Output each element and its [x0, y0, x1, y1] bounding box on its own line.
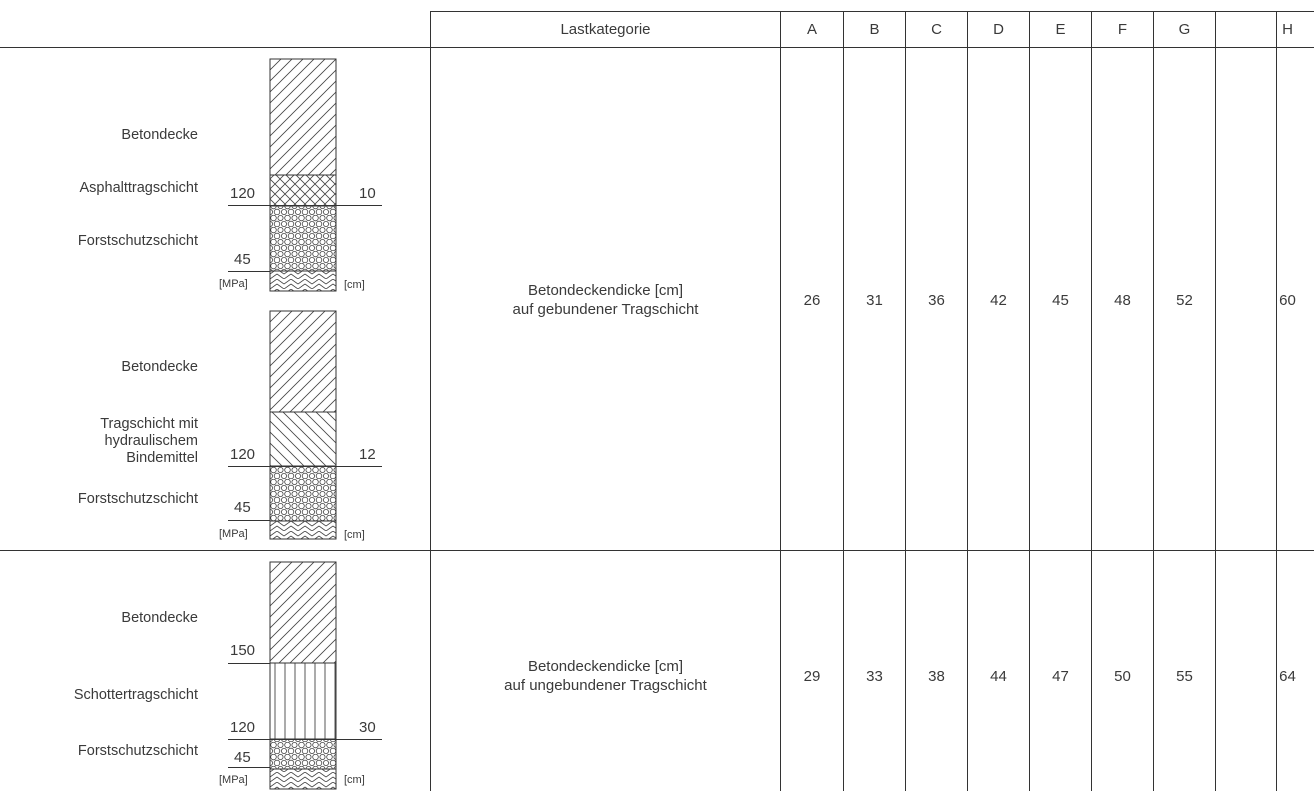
table-vline — [905, 11, 906, 791]
table-vline — [780, 11, 781, 791]
value-120: 120 — [230, 185, 256, 202]
frost-layer — [269, 205, 337, 272]
row2-value-h: 64 — [1279, 668, 1296, 685]
row1-value-h: 60 — [1279, 292, 1296, 309]
subgrade-layer — [269, 768, 337, 790]
row2-description-line2: auf ungebundener Tragschicht — [504, 677, 707, 694]
header-category-f: F — [1117, 21, 1128, 38]
row2-value-e: 47 — [1052, 668, 1069, 685]
row2-value-f: 50 — [1114, 668, 1131, 685]
table-vline — [1215, 11, 1216, 791]
header-category-b: B — [869, 21, 880, 38]
row1-value-g: 52 — [1176, 292, 1193, 309]
header-category-h: H — [1282, 21, 1293, 38]
label-bindemittel: Bindemittel — [126, 450, 198, 466]
header-category-c: C — [931, 21, 942, 38]
label-betondecke: Betondecke — [121, 127, 198, 143]
label-asphalttragschicht: Asphalttragschicht — [79, 180, 198, 196]
value-45: 45 — [234, 749, 251, 766]
label-betondecke: Betondecke — [121, 359, 198, 375]
table-vline — [967, 11, 968, 791]
subgrade-line — [228, 520, 270, 521]
value-45: 45 — [234, 499, 251, 516]
subgrade-layer — [269, 270, 337, 292]
row2-value-g: 55 — [1176, 668, 1193, 685]
value-30: 30 — [359, 719, 376, 736]
label-hydraulischem: hydraulischem — [104, 433, 199, 449]
subgrade-layer — [269, 520, 337, 540]
table-vline — [1153, 11, 1154, 791]
value-120: 120 — [230, 446, 256, 463]
concrete-layer — [269, 310, 337, 413]
layer-column-1 — [269, 58, 337, 292]
value-12: 12 — [359, 446, 376, 463]
gravel-base-layer — [269, 662, 337, 740]
header-lastkategorie: Lastkategorie — [560, 21, 651, 38]
table-vline — [430, 11, 431, 791]
interface-line — [228, 205, 382, 206]
unit-cm: [cm] — [344, 529, 365, 541]
header-category-g: G — [1178, 21, 1191, 38]
table-vline — [1276, 11, 1277, 791]
unit-mpa: [MPa] — [219, 278, 248, 290]
value-120: 120 — [230, 719, 256, 736]
interface-line-lower — [228, 739, 382, 740]
layer-column-3 — [269, 561, 337, 790]
table-header-bottom-line — [0, 47, 1314, 48]
concrete-layer — [269, 58, 337, 176]
header-category-d: D — [993, 21, 1004, 38]
header-category-e: E — [1055, 21, 1066, 38]
row1-description-line1: Betondeckendicke [cm] — [527, 282, 684, 299]
frost-layer — [269, 465, 337, 522]
label-schottertragschicht: Schottertragschicht — [73, 687, 198, 703]
row2-description: Betondeckendicke [cm] auf ungebundener T… — [431, 657, 780, 695]
row2-value-b: 33 — [866, 668, 883, 685]
row1-value-b: 31 — [866, 292, 883, 309]
table-vline — [1029, 11, 1030, 791]
value-150: 150 — [230, 642, 256, 659]
label-forstschutzschicht: Forstschutzschicht — [77, 233, 198, 249]
row1-value-d: 42 — [990, 292, 1007, 309]
row1-value-c: 36 — [928, 292, 945, 309]
subgrade-line — [228, 767, 270, 768]
interface-line — [228, 466, 382, 467]
row2-value-d: 44 — [990, 668, 1007, 685]
label-forstschutzschicht: Forstschutzschicht — [77, 491, 198, 507]
hydraulic-layer — [269, 411, 337, 467]
row1-value-f: 48 — [1114, 292, 1131, 309]
unit-mpa: [MPa] — [219, 528, 248, 540]
unit-mpa: [MPa] — [219, 774, 248, 786]
concrete-layer — [269, 561, 337, 664]
row2-description-line1: Betondeckendicke [cm] — [527, 658, 684, 675]
table-vline — [1091, 11, 1092, 791]
value-10: 10 — [359, 185, 376, 202]
row1-value-e: 45 — [1052, 292, 1069, 309]
frost-layer — [269, 738, 337, 770]
asphalt-layer — [269, 174, 337, 207]
label-betondecke: Betondecke — [121, 610, 198, 626]
unit-cm: [cm] — [344, 279, 365, 291]
table-vline — [843, 11, 844, 791]
subgrade-line — [228, 271, 270, 272]
label-forstschutzschicht: Forstschutzschicht — [77, 743, 198, 759]
value-45: 45 — [234, 251, 251, 268]
label-tragschicht-mit: Tragschicht mit — [100, 416, 198, 432]
row1-value-a: 26 — [803, 292, 821, 309]
row2-value-c: 38 — [928, 668, 945, 685]
row2-value-a: 29 — [803, 668, 821, 685]
table-row-divider — [0, 550, 1314, 551]
row1-description: Betondeckendicke [cm] auf gebundener Tra… — [431, 281, 780, 319]
row1-description-line2: auf gebundener Tragschicht — [512, 301, 699, 318]
header-category-a: A — [806, 21, 817, 38]
layer-column-2 — [269, 310, 337, 540]
table-top-line — [430, 11, 1314, 12]
unit-cm: [cm] — [344, 774, 365, 786]
interface-line-upper — [228, 663, 270, 664]
